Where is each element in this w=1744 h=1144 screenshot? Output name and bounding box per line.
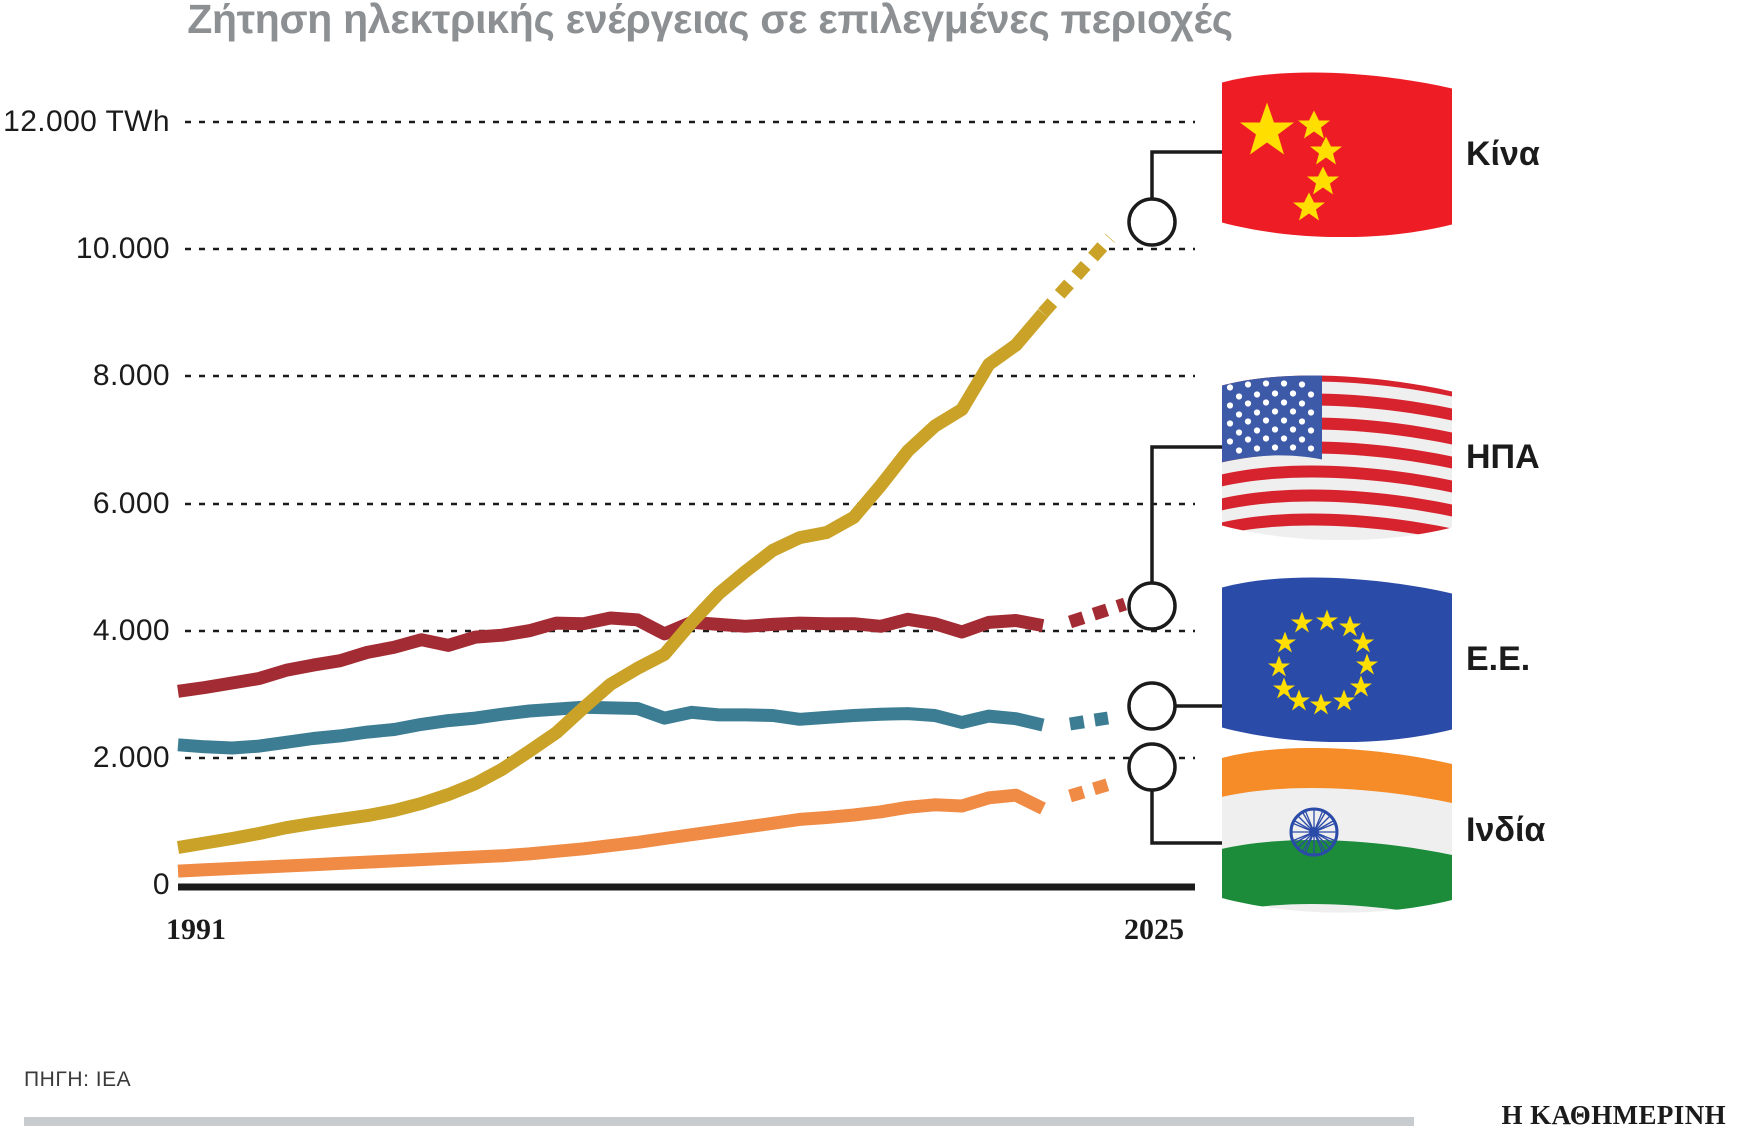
india-flag-icon [1222,748,1452,913]
legend-item-usa[interactable]: ΗΠΑ [1222,375,1540,540]
page-title: Ζήτηση ηλεκτρικής ενέργειας σε επιλεγμέν… [187,0,1233,42]
y-tick-4000: 4.000 [92,614,170,647]
series-line-usa [177,611,1045,698]
forecast-segments [1038,233,1128,803]
series-paths [176,309,1048,878]
legend-label-eu: Ε.Ε. [1466,640,1531,678]
legend-label-china: Κίνα [1466,135,1540,173]
y-tick-8000: 8.000 [92,359,170,392]
leader-india [1150,767,1228,845]
forecast-line-india [1068,777,1112,803]
x-tick-end: 2025 [1124,913,1184,946]
usa-flag-icon [1222,375,1452,540]
y-tick-10000: 10.000 [75,232,170,265]
footer-divider [24,1117,1414,1126]
endpoint-marker-india [1127,742,1177,792]
china-flag-icon [1222,72,1452,237]
y-axis-ticks: 12.000 TWh 10.000 8.000 6.000 4.000 2.00… [0,0,170,1144]
x-tick-start: 1991 [166,913,226,946]
leader-usa [1150,445,1228,606]
eu-flag-icon [1222,577,1452,742]
legend-item-india[interactable]: Ινδία [1222,748,1545,913]
endpoint-markers [1127,197,1177,792]
forecast-line-china [1038,233,1115,318]
leader-lines [1150,150,1228,845]
series-line-india [177,788,1046,878]
forecast-line-eu [1068,711,1110,731]
y-tick-2000: 2.000 [92,741,170,774]
brand-logo: Η ΚΑΘΗΜΕΡΙΝΗ [1501,1100,1726,1130]
y-tick-0: 0 [152,868,170,901]
series-line-eu [177,700,1045,755]
legend-item-china[interactable]: Κίνα [1222,72,1540,237]
y-tick-6000: 6.000 [92,487,170,520]
series-line-china [176,309,1048,854]
y-tick-12000: 12.000 TWh [3,105,170,138]
legend-label-usa: ΗΠΑ [1466,438,1540,476]
endpoint-marker-usa [1127,581,1177,631]
legend-label-india: Ινδία [1466,811,1546,849]
source-note: ΠΗΓΗ: ΙΕΑ [24,1068,132,1091]
endpoint-marker-china [1127,197,1177,247]
endpoint-marker-eu [1127,681,1177,731]
forecast-line-usa [1067,597,1128,629]
legend-item-eu[interactable]: Ε.Ε. [1222,577,1530,742]
